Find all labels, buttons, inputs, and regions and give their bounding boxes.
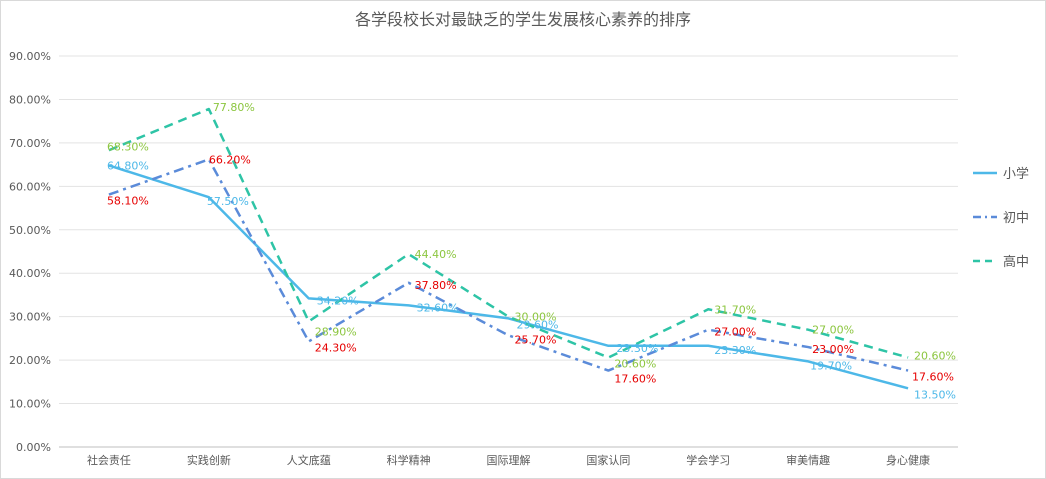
- data-label: 17.60%: [912, 371, 954, 384]
- x-axis: 社会责任 实践创新 人文底蕴 科学精神 国际理解 国家认同 学会学习 审美情趣 身心健康: [87, 453, 930, 467]
- x-tick-label: 实践创新: [187, 453, 231, 467]
- data-label: 20.60%: [614, 358, 656, 371]
- y-tick-label: 60.00%: [9, 180, 51, 193]
- data-label: 31.70%: [714, 303, 756, 316]
- x-tick-label: 国际理解: [487, 453, 531, 467]
- data-label: 29.60%: [517, 318, 559, 331]
- y-tick-label: 50.00%: [9, 224, 51, 237]
- data-label: 23.30%: [616, 342, 658, 355]
- data-label: 32.60%: [417, 301, 459, 314]
- legend-label: 初中: [1003, 211, 1029, 226]
- y-tick-label: 30.00%: [9, 311, 51, 324]
- x-tick-label: 身心健康: [886, 453, 930, 467]
- x-tick-label: 科学精神: [387, 453, 431, 467]
- data-label: 34.20%: [317, 294, 359, 307]
- data-label: 25.70%: [515, 333, 557, 346]
- y-tick-label: 0.00%: [16, 441, 51, 454]
- chart-title: 各学段校长对最缺乏的学生发展核心素养的排序: [355, 10, 691, 29]
- data-label: 27.00%: [812, 324, 854, 337]
- series-lines: [108, 107, 909, 390]
- data-label: 44.40%: [415, 248, 457, 261]
- y-tick-label: 10.00%: [9, 398, 51, 411]
- data-label: 28.90%: [315, 325, 357, 338]
- y-tick-label: 40.00%: [9, 267, 51, 280]
- x-tick-label: 国家认同: [586, 453, 630, 467]
- data-label: 23.30%: [714, 344, 756, 357]
- y-tick-label: 80.00%: [9, 93, 51, 106]
- x-tick-label: 社会责任: [87, 453, 131, 467]
- data-label: 17.60%: [614, 373, 656, 386]
- data-label: 23.00%: [812, 343, 854, 356]
- data-label: 27.00%: [714, 326, 756, 339]
- data-label: 66.20%: [209, 153, 251, 166]
- data-label: 37.80%: [415, 279, 457, 292]
- x-tick-label: 人文底蕴: [287, 453, 331, 467]
- series-line-3: [108, 107, 909, 359]
- y-tick-label: 70.00%: [9, 137, 51, 150]
- data-labels: 64.80% 57.50% 34.20% 32.60% 29.60% 23.30% 23.3…: [107, 101, 956, 401]
- series-line-2: [108, 158, 909, 372]
- data-label: 20.60%: [914, 350, 956, 363]
- data-label: 24.30%: [315, 341, 357, 354]
- data-label: 30.00%: [515, 311, 557, 324]
- grid-lines: [59, 55, 958, 448]
- data-label: 58.10%: [107, 195, 149, 208]
- data-label: 13.50%: [914, 388, 956, 401]
- y-tick-label: 90.00%: [9, 50, 51, 63]
- data-label: 64.80%: [107, 159, 149, 172]
- data-label: 19.70%: [810, 359, 852, 372]
- legend-label: 高中: [1003, 254, 1029, 270]
- x-tick-label: 审美情趣: [786, 453, 830, 467]
- legend-label: 小学: [1003, 166, 1029, 182]
- y-tick-label: 20.00%: [9, 354, 51, 367]
- data-label: 68.30%: [107, 140, 149, 153]
- data-label: 57.50%: [207, 195, 249, 208]
- x-tick-label: 学会学习: [686, 453, 730, 467]
- data-label: 77.80%: [213, 101, 255, 114]
- y-axis: 0.00% 10.00% 20.00% 30.00% 40.00% 50.00% 60.00…: [9, 50, 51, 454]
